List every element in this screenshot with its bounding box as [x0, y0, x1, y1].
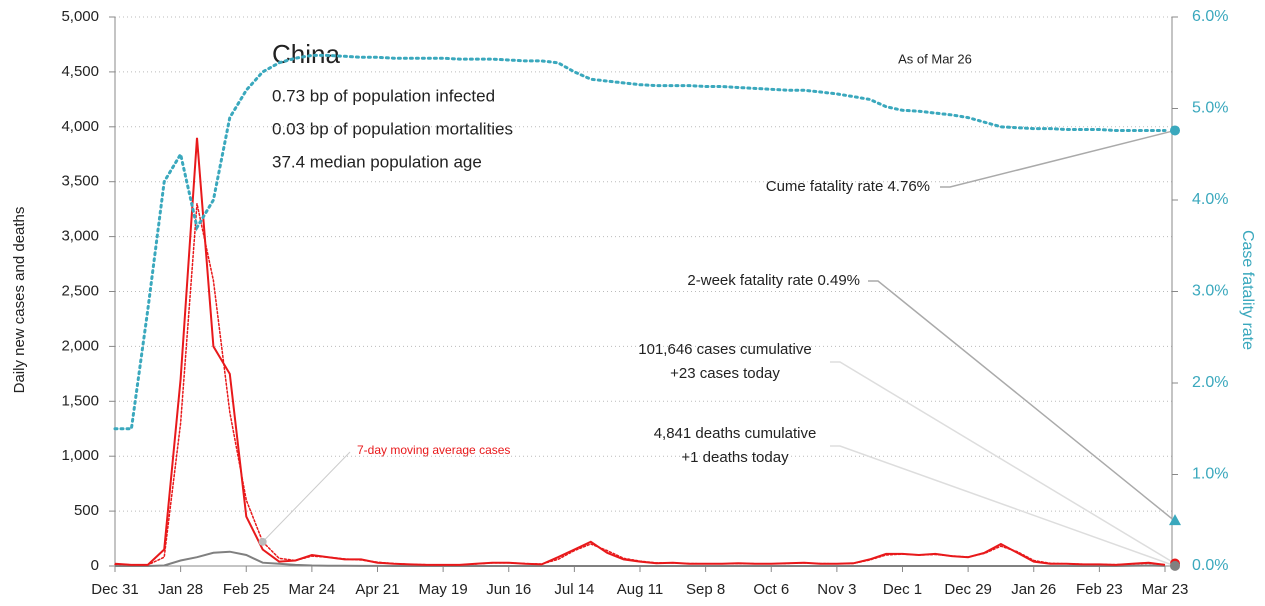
- y-tick-label: 4,500: [61, 63, 99, 80]
- annotation-leader: [262, 451, 351, 543]
- x-tick-label: Jun 16: [486, 581, 531, 598]
- x-tick-label: Oct 6: [753, 581, 789, 598]
- callout-text: 2-week fatality rate 0.49%: [687, 272, 860, 289]
- x-tick-label: May 19: [419, 581, 468, 598]
- x-tick-label: Dec 29: [944, 581, 992, 598]
- y-tick-label: 4,000: [61, 118, 99, 135]
- y2-tick-label: 2.0%: [1192, 374, 1228, 391]
- as-of: As of Mar 26: [898, 51, 972, 66]
- x-tick-label: Jul 14: [554, 581, 594, 598]
- callout-text: 4,841 deaths cumulative: [654, 425, 817, 442]
- callout-text: +23 cases today: [670, 365, 780, 382]
- x-tick-label: Mar 24: [289, 581, 336, 598]
- series-line: [115, 550, 1166, 567]
- y-tick-label: 2,000: [61, 337, 99, 354]
- y-tick-label: 5,000: [61, 8, 99, 25]
- y2-tick-label: 5.0%: [1192, 100, 1228, 117]
- x-tick-label: Jan 26: [1011, 581, 1056, 598]
- x-tick-label: Sep 8: [686, 581, 725, 598]
- y2-tick-label: 1.0%: [1192, 466, 1228, 483]
- x-tick-label: Apr 21: [355, 581, 399, 598]
- callout-marker: [1170, 125, 1180, 136]
- x-tick-label: Feb 25: [223, 581, 270, 598]
- x-tick-label: Mar 23: [1142, 581, 1189, 598]
- y-tick-label: 1,000: [61, 447, 99, 464]
- annotation-dot: [258, 537, 267, 546]
- chart-title: China: [272, 39, 340, 69]
- y2-axis-label: Case fatality rate: [1239, 230, 1256, 350]
- x-tick-label: Dec 1: [883, 581, 922, 598]
- callout-text: 101,646 cases cumulative: [638, 341, 811, 358]
- callout-leader: [940, 129, 1176, 188]
- y-tick-label: 3,000: [61, 228, 99, 245]
- annotation: 7-day moving average cases: [357, 443, 510, 457]
- series-line: [114, 203, 1166, 566]
- x-tick-label: Dec 31: [91, 581, 139, 598]
- note: 0.03 bp of population mortalities: [272, 119, 513, 138]
- callout-text: Cume fatality rate 4.76%: [766, 178, 930, 195]
- x-tick-label: Jan 28: [158, 581, 203, 598]
- callout-marker: [1170, 560, 1180, 571]
- callout-leader: [830, 445, 1176, 567]
- y2-tick-label: 3.0%: [1192, 283, 1228, 300]
- y-tick-label: 3,500: [61, 173, 99, 190]
- y-tick-label: 1,500: [61, 392, 99, 409]
- y2-tick-label: 6.0%: [1192, 8, 1228, 25]
- y2-tick-label: 4.0%: [1192, 191, 1228, 208]
- callout-text: +1 deaths today: [681, 449, 789, 466]
- note: 0.73 bp of population infected: [272, 86, 495, 105]
- series-line: [113, 53, 1167, 431]
- y-tick-label: 0: [91, 557, 99, 574]
- callout-marker: [1169, 514, 1181, 526]
- y2-tick-label: 0.0%: [1192, 557, 1228, 574]
- callout-leader: [830, 361, 1176, 565]
- x-tick-label: Aug 11: [617, 581, 663, 598]
- y-tick-label: 2,500: [61, 282, 99, 299]
- callout-leader: [868, 280, 1176, 522]
- y-axis-label: Daily new cases and deaths: [11, 207, 28, 394]
- y-tick-label: 500: [74, 502, 99, 519]
- x-tick-label: Feb 23: [1076, 581, 1123, 598]
- note: 37.4 median population age: [272, 152, 482, 171]
- x-tick-label: Nov 3: [817, 581, 856, 598]
